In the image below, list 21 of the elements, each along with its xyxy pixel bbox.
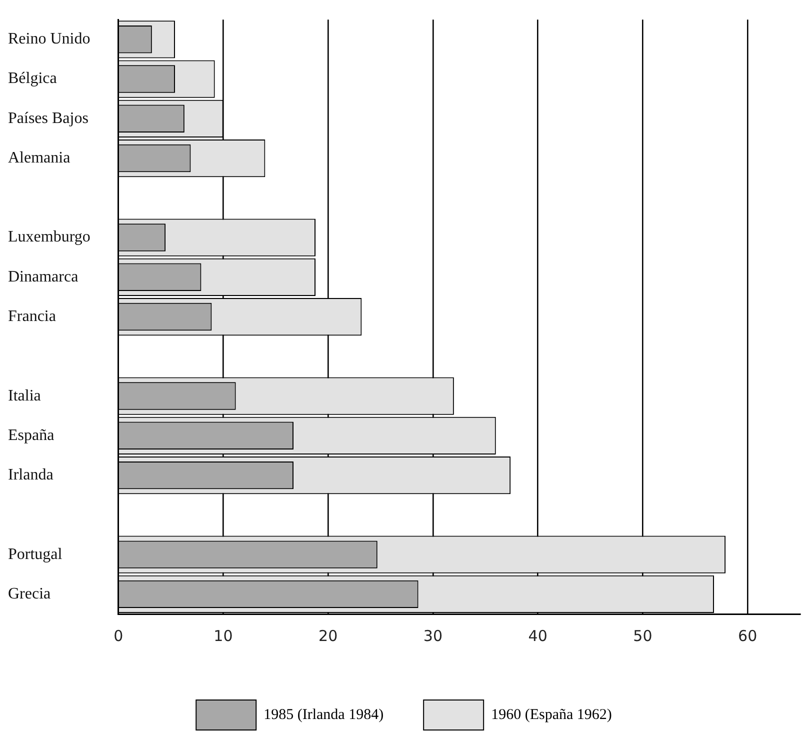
y-tick-label: Irlanda: [8, 466, 54, 484]
y-tick-label: Portugal: [8, 546, 63, 563]
y-tick-label: Francia: [8, 308, 56, 326]
y-tick-label: Reino Unido: [8, 30, 90, 48]
x-tick-label: 50: [633, 626, 652, 645]
x-tick-label: 40: [528, 626, 548, 645]
x-tick-label: 20: [318, 626, 338, 645]
y-tick-label: Países Bajos: [8, 110, 88, 127]
y-tick-label: Grecia: [8, 585, 51, 602]
x-tick-label: 30: [423, 626, 443, 645]
y-tick-label: Luxemburgo: [8, 228, 90, 246]
legend-label: 1960 (España 1962): [491, 706, 612, 723]
y-tick-label: Alemania: [8, 149, 70, 166]
y-tick-label: España: [8, 426, 54, 444]
y-tick-label: Bélgica: [8, 70, 57, 88]
y-tick-label: Italia: [8, 387, 41, 404]
y-tick-label: Dinamarca: [8, 268, 78, 286]
legend-label: 1985 (Irlanda 1984): [264, 706, 384, 723]
x-tick-label: 0: [114, 626, 124, 645]
x-tick-label: 60: [738, 626, 758, 645]
x-tick-label: 10: [214, 626, 233, 645]
